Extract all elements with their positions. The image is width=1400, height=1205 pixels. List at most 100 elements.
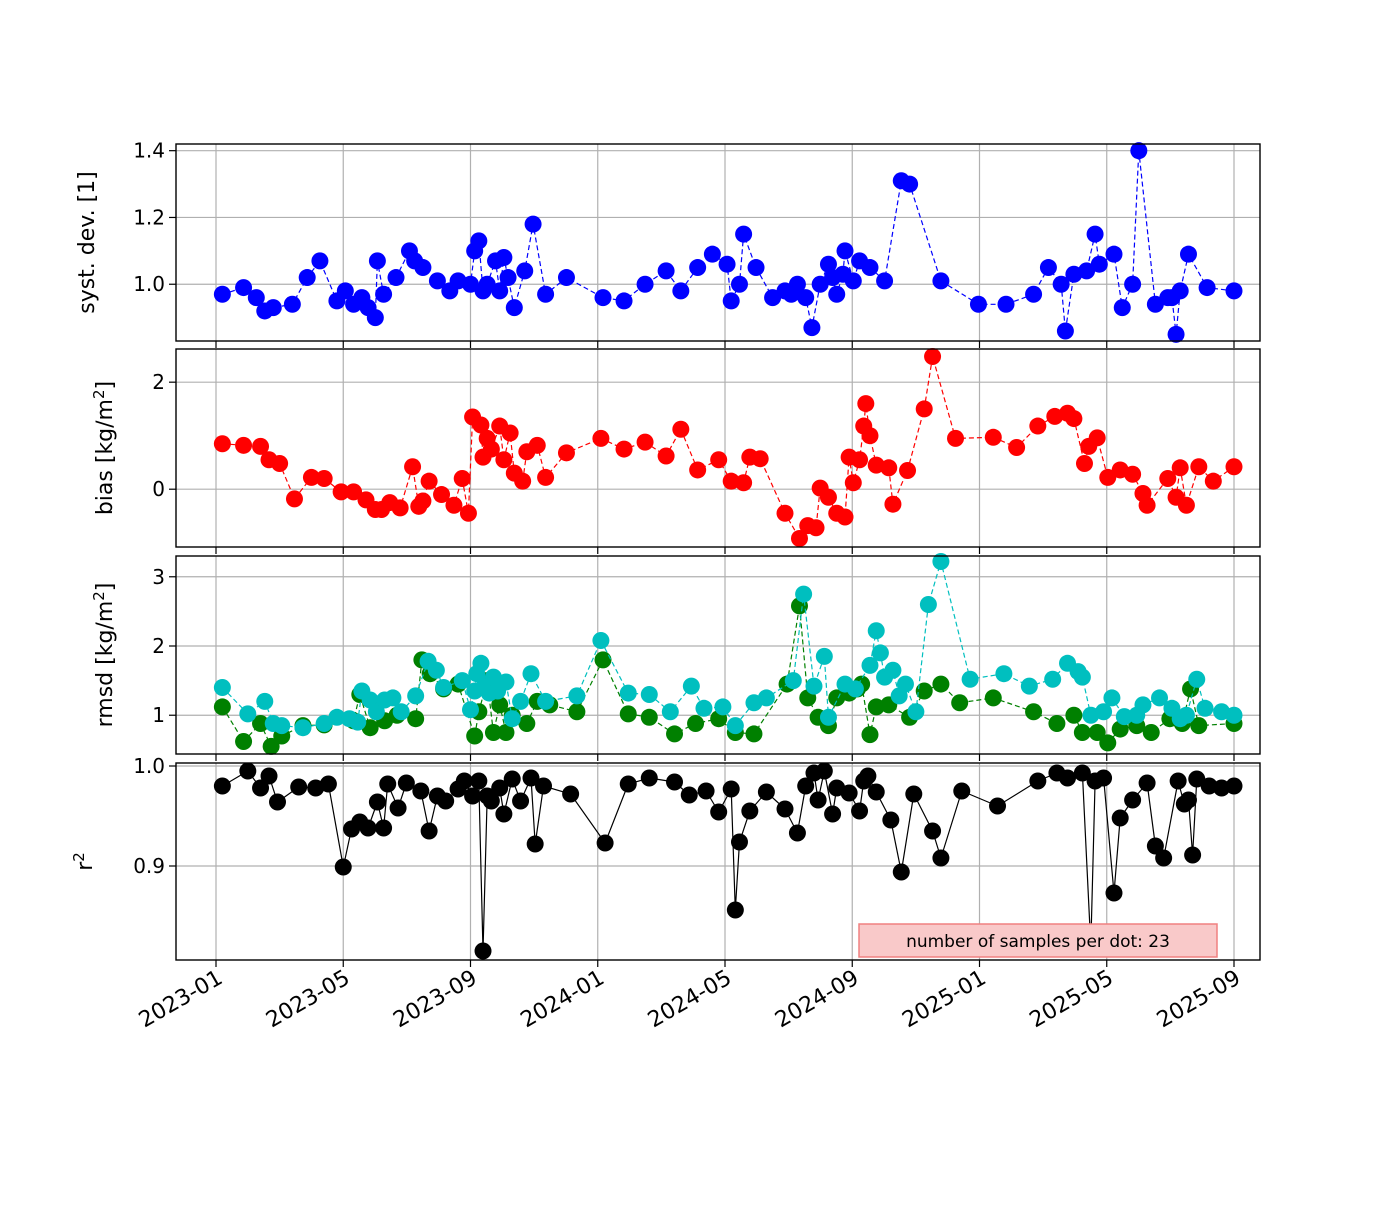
panel-3-series-0-point-64: [924, 822, 942, 840]
panel-1-series-0-point-67: [924, 347, 942, 365]
panel-0-ytick-label-2: 1.4: [133, 139, 165, 163]
panel-3-series-0-point-41: [697, 782, 715, 800]
panel-0-series-0-point-78: [1105, 245, 1123, 263]
panel-2-series-1-point-74: [1134, 696, 1152, 714]
panel-3-series-0-point-53: [815, 762, 833, 780]
panel-1-series-0-point-35: [537, 468, 555, 486]
panel-0-series-0-point-85: [1167, 325, 1185, 343]
panel-0-series-0-point-53: [797, 289, 815, 307]
panel-0-series-0-point-64: [876, 272, 894, 290]
panel-0-series-0-point-31: [499, 269, 517, 287]
xtick-label-8: 2025-09: [1153, 966, 1245, 1034]
panel-1-series-0-point-53: [819, 488, 837, 506]
panel-0-series-0-point-67: [932, 272, 950, 290]
panel-2-series-1-point-54: [871, 644, 889, 662]
panel-1-series-0-point-30: [501, 424, 519, 442]
panel-2-series-1-point-59: [907, 703, 925, 721]
panel-2-series-1-point-20: [453, 672, 471, 690]
panel-0-series-0-point-79: [1113, 299, 1131, 317]
panel-0-series-0-point-48: [747, 259, 765, 277]
panel-0-series-0-point-80: [1124, 275, 1142, 293]
panel-3-series-0-point-13: [375, 819, 393, 837]
panel-2-ytick-label-1: 2: [152, 634, 165, 658]
panel-0-series-0-point-23: [462, 275, 479, 293]
panel-2-series-0-point-3: [262, 737, 280, 755]
panel-1-series-0-point-55: [836, 508, 854, 526]
panel-3-series-0-point-2: [252, 779, 270, 797]
panel-3-series-0-point-52: [809, 791, 827, 809]
panel-3-series-0-point-63: [905, 785, 923, 803]
panel-2-series-1-point-58: [896, 675, 914, 693]
panel-1-series-0-point-34: [528, 436, 546, 454]
panel-1-series-0-point-14: [391, 499, 409, 517]
panel-2-series-1-point-62: [961, 670, 979, 688]
panel-1-series-0-point-6: [302, 468, 320, 486]
panel-2-series-1-point-14: [384, 689, 402, 707]
panel-1-series-0-point-21: [453, 470, 471, 488]
panel-0-series-0-point-47: [735, 225, 753, 243]
panel-1-series-0-point-44: [722, 472, 740, 490]
panel-1-series-0-point-15: [404, 458, 422, 476]
panel-2-series-1-point-47: [805, 677, 823, 695]
panel-0-series-0-point-58: [828, 285, 846, 303]
panel-1-series-0-point-58: [851, 451, 869, 469]
panel-1-series-0-point-65: [899, 461, 917, 479]
panel-0-series-0-point-7: [311, 252, 329, 270]
xtick-label-5: 2024-09: [771, 966, 863, 1034]
panel-0-series-0-point-43: [703, 245, 721, 263]
panel-2-series-1-point-36: [619, 684, 637, 702]
panel-0-series-0-point-46: [730, 275, 748, 293]
annotation-box: [858, 923, 1218, 958]
panel-3-series-0-point-81: [1169, 772, 1187, 790]
panel-2-series-1-point-52: [861, 656, 879, 674]
panel-0-series-0-point-35: [537, 285, 555, 303]
panel-0-series-0-point-69: [997, 295, 1015, 313]
panel-2-series-1-point-39: [682, 677, 700, 695]
panel-3-ytick-label-0: 0.9: [133, 854, 165, 878]
panel-0-series-0-point-27: [478, 275, 496, 293]
panel-2-series-1-point-6: [315, 715, 333, 733]
panel-2-series-1-point-34: [568, 687, 586, 705]
panel-2-series-0-point-32: [687, 715, 705, 733]
panel-3-series-0-point-36: [596, 834, 614, 852]
panel-3-series-0-point-44: [726, 901, 744, 919]
panel-3-series-0-point-40: [680, 786, 698, 804]
panel-1-series-0-point-61: [861, 427, 879, 445]
panel-3-series-0-point-14: [379, 775, 397, 793]
panel-3-series-0-point-48: [776, 800, 794, 818]
panel-3-series-0-point-7: [319, 775, 337, 793]
panel-3-series-0-point-61: [882, 811, 900, 829]
panel-0-series-0-point-33: [516, 262, 534, 280]
panel-3-series-0-point-46: [741, 802, 759, 820]
panel-0-series-0-point-73: [1056, 322, 1074, 340]
panel-2-series-0-point-53: [1025, 703, 1043, 721]
xtick-label-3: 2024-01: [517, 966, 609, 1034]
panel-2-series-0-point-0: [213, 698, 231, 716]
panel-1-series-0-point-72: [1046, 407, 1064, 425]
panel-1-series-0-point-20: [445, 496, 463, 514]
panel-1-series-0-point-38: [615, 440, 633, 458]
panel-0-series-0-point-70: [1025, 285, 1043, 303]
panel-0-series-0-point-16: [387, 269, 405, 287]
panel-2-series-1-point-78: [1177, 706, 1195, 724]
panel-1-series-0-point-68: [947, 429, 965, 447]
panel-0-series-0-point-15: [375, 285, 393, 303]
panel-3-series-0-point-76: [1111, 809, 1129, 827]
panel-2-series-0-point-45: [861, 726, 879, 744]
panel-2-series-0-point-56: [1073, 724, 1091, 742]
annotation-text: number of samples per dot: 23: [906, 932, 1170, 952]
panel-1-series-0-point-22: [459, 504, 477, 522]
panel-2-series-1-point-79: [1188, 670, 1206, 688]
panel-1-series-0-point-78: [1099, 468, 1117, 486]
panel-3-series-0-point-62: [892, 863, 910, 881]
panel-2-series-1-point-40: [695, 699, 713, 717]
panel-0-series-0-point-44: [718, 255, 736, 273]
panel-1-series-0-point-80: [1124, 465, 1142, 483]
panel-0-series-0-point-1: [235, 279, 253, 297]
panel-2-series-1-point-75: [1151, 689, 1169, 707]
panel-1-series-0-point-24: [472, 416, 490, 434]
panel-2-series-1-point-45: [784, 672, 802, 690]
panel-1-series-0-point-89: [1225, 458, 1243, 476]
panel-0-series-0-point-88: [1198, 279, 1216, 297]
panel-3-series-0-point-25: [474, 942, 492, 960]
